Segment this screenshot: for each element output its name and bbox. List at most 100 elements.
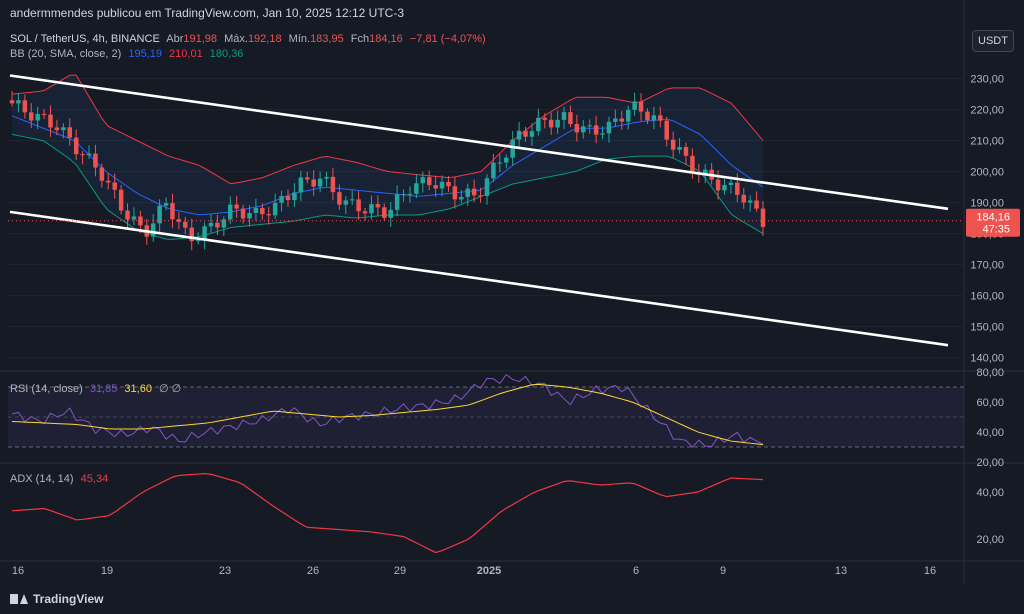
x-tick-label: 29: [394, 565, 406, 577]
candle-body: [728, 182, 734, 186]
candle-body: [625, 109, 631, 122]
price-tick-label: 190,00: [970, 198, 1004, 210]
candle-body: [22, 100, 28, 113]
close-value: 184,16: [369, 33, 403, 45]
candle-body: [202, 226, 207, 241]
bb-label[interactable]: BB (20, SMA, close, 2): [10, 48, 122, 60]
candle-body: [215, 222, 220, 228]
bb-upper-line: [11, 74, 764, 185]
candle-body: [195, 240, 201, 242]
candle-body: [754, 200, 759, 209]
candle-body: [613, 118, 618, 122]
candle-body: [683, 147, 689, 156]
candle-body: [401, 194, 406, 196]
bb-fill: [12, 75, 763, 240]
rsi-label[interactable]: RSI (14, close): [10, 383, 83, 395]
candle-body: [337, 192, 342, 205]
candle-body: [465, 188, 470, 197]
rsi-ma-line: [11, 383, 764, 446]
candle-body: [118, 189, 124, 211]
rsi-tick-label: 80,00: [976, 367, 1004, 379]
candle-body: [574, 124, 580, 133]
candle-body: [99, 167, 105, 181]
candle-body: [73, 137, 79, 155]
price-tick-label: 150,00: [970, 322, 1004, 334]
candle-body: [478, 195, 483, 197]
candle-body: [106, 180, 111, 183]
publisher-line: andermmendes publicou em TradingView.com…: [10, 6, 405, 20]
rsi-band: [8, 387, 964, 447]
bb-upper-value: 210,01: [169, 48, 203, 60]
footer-brand: TradingView: [33, 592, 104, 606]
candle-body: [593, 125, 599, 135]
price-tick-label: 230,00: [970, 74, 1004, 86]
candle-body: [471, 188, 477, 196]
candle-body: [439, 181, 445, 189]
candle-body: [619, 118, 625, 122]
candle-body: [600, 133, 605, 135]
tradingview-footer[interactable]: TradingView: [10, 592, 103, 606]
open-value: 191,98: [183, 33, 218, 45]
adx-label[interactable]: ADX (14, 14): [10, 473, 74, 485]
candle-body: [324, 176, 329, 179]
candle-body: [349, 199, 355, 201]
candle-body: [285, 196, 291, 201]
candle-body: [510, 139, 515, 158]
x-tick-label: 6: [633, 565, 639, 577]
low-label: Mín.: [288, 33, 311, 45]
adx-tick-label: 20,00: [976, 534, 1004, 546]
candle-body: [741, 194, 746, 203]
candle-body: [80, 154, 85, 156]
candle-body: [414, 183, 419, 194]
candle-body: [407, 193, 413, 195]
candle-body: [459, 196, 464, 200]
candle-body: [446, 181, 451, 187]
candle-body: [41, 113, 47, 115]
candle-body: [48, 114, 53, 128]
candle-body: [747, 200, 753, 203]
currency-button[interactable]: USDT: [972, 30, 1014, 52]
adx-line: [11, 473, 764, 554]
adx-legend: ADX (14, 14) 45,34: [10, 473, 112, 485]
candle-body: [356, 199, 361, 212]
candle-body: [606, 121, 612, 134]
candle-body: [645, 111, 650, 121]
x-tick-label: 13: [835, 565, 847, 577]
x-tick-label: 16: [12, 565, 24, 577]
candle-body: [433, 185, 438, 189]
last-price-value: 184,16: [976, 212, 1010, 224]
bb-lower-value: 180,36: [209, 48, 244, 60]
bb-basis-line: [11, 115, 764, 216]
candle-body: [561, 112, 567, 120]
candle-body: [183, 221, 188, 228]
candle-body: [587, 125, 592, 127]
candle-body: [163, 203, 169, 206]
candle-body: [150, 223, 156, 237]
candle-body: [131, 216, 137, 220]
candle-body: [664, 120, 669, 140]
candle-body: [529, 131, 535, 137]
change-value: −7,81 (−4,07%): [409, 33, 486, 45]
candle-body: [651, 115, 657, 121]
last-price-tag: [966, 208, 1020, 237]
candle-body: [702, 169, 708, 175]
candle-body: [221, 219, 227, 228]
price-tick-label: 200,00: [970, 167, 1004, 179]
candle-body: [632, 101, 637, 110]
symbol-label[interactable]: SOL / TetherUS, 4h, BINANCE: [10, 33, 160, 45]
rsi-tick-label: 20,00: [976, 457, 1004, 469]
high-label: Máx.: [224, 33, 248, 45]
candle-body: [253, 207, 259, 213]
x-tick-label: 26: [307, 565, 319, 577]
candle-body: [452, 186, 458, 200]
candle-body: [298, 177, 304, 193]
candle-body: [516, 130, 522, 140]
x-tick-label: 9: [720, 565, 726, 577]
candle-body: [234, 204, 239, 209]
candle-body: [715, 179, 721, 191]
tradingview-logo-icon: [10, 594, 28, 604]
bb-basis-value: 195,19: [128, 48, 162, 60]
candle-body: [343, 200, 349, 205]
candle-body: [266, 214, 271, 216]
